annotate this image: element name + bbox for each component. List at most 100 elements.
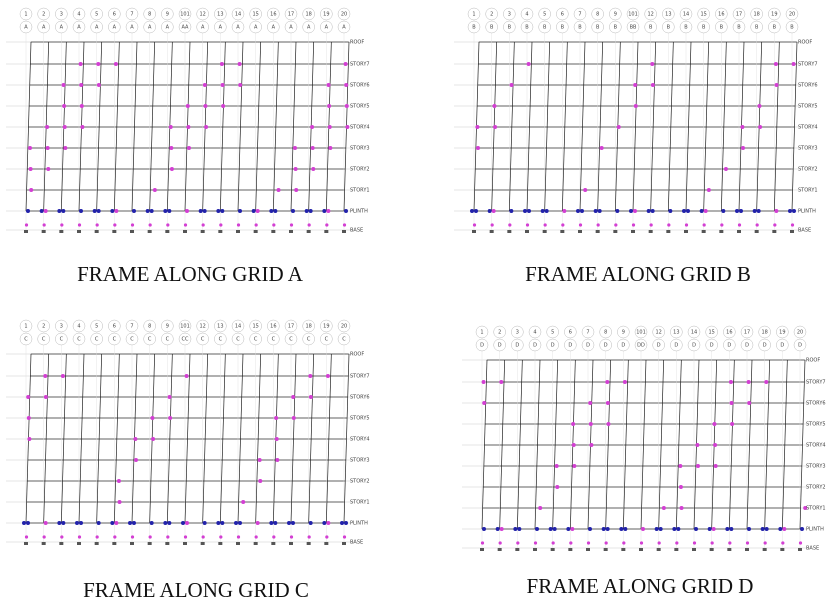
- story-label: STORY6: [798, 83, 818, 89]
- hinge: [131, 223, 134, 226]
- story-label: STORY4: [798, 125, 818, 131]
- hinge: [527, 62, 531, 66]
- hinge: [344, 83, 348, 87]
- hinge: [343, 535, 346, 538]
- hinge: [308, 223, 311, 226]
- hinge: [629, 209, 633, 213]
- support: [42, 230, 46, 233]
- hinge: [79, 209, 83, 213]
- support: [498, 548, 502, 551]
- hinge: [729, 527, 733, 531]
- column: [97, 42, 102, 211]
- hinge: [168, 416, 172, 420]
- grid-label: 15: [708, 330, 714, 336]
- hinge: [292, 416, 296, 420]
- column: [203, 354, 208, 523]
- grid-letter: B: [720, 25, 724, 31]
- hinge: [711, 541, 714, 544]
- column: [553, 360, 558, 529]
- hinge: [693, 541, 696, 544]
- hinge: [496, 527, 500, 531]
- hinge: [114, 62, 118, 66]
- column: [61, 354, 66, 523]
- hinge: [149, 223, 152, 226]
- grid-label: 5: [543, 12, 546, 18]
- grid-letter: B: [684, 25, 688, 31]
- support: [657, 548, 661, 551]
- hinge: [493, 125, 497, 129]
- hinge: [311, 167, 315, 171]
- hinge: [322, 209, 326, 213]
- grid-letter: B: [737, 25, 741, 31]
- hinge: [747, 401, 751, 405]
- support: [666, 230, 670, 233]
- column: [641, 360, 646, 529]
- column: [782, 360, 787, 529]
- hinge: [291, 209, 295, 213]
- grid-label: 9: [166, 324, 169, 330]
- hinge: [238, 521, 242, 525]
- grid-letter: B: [561, 25, 565, 31]
- hinge: [605, 541, 608, 544]
- hinge: [650, 62, 654, 66]
- story-label: STORY4: [806, 443, 826, 449]
- column: [185, 354, 190, 523]
- hinge: [61, 374, 65, 378]
- support: [560, 230, 564, 233]
- hinge: [169, 125, 173, 129]
- hinge: [79, 83, 83, 87]
- grid-label: 9: [622, 330, 625, 336]
- hinge: [219, 535, 222, 538]
- hinge: [773, 223, 776, 226]
- grid-letter: D: [798, 343, 802, 349]
- column: [291, 42, 296, 211]
- column: [774, 42, 779, 211]
- hinge: [602, 527, 606, 531]
- grid-label: 4: [525, 12, 528, 18]
- column: [517, 360, 522, 529]
- support: [780, 548, 784, 551]
- hinge: [499, 380, 503, 384]
- grid-label: 2: [42, 12, 45, 18]
- hinge: [800, 527, 804, 531]
- grid-label: 19: [323, 324, 329, 330]
- column: [651, 42, 656, 211]
- hinge: [113, 535, 116, 538]
- hinge: [712, 527, 716, 531]
- grid-letter: A: [342, 25, 346, 31]
- hinge: [694, 527, 698, 531]
- support: [201, 542, 205, 545]
- grid-letter: C: [24, 337, 28, 343]
- column: [598, 42, 603, 211]
- hinge: [62, 104, 66, 108]
- hinge: [597, 223, 600, 226]
- hinge: [475, 125, 479, 129]
- hinge: [110, 209, 114, 213]
- grid-letter: B: [578, 25, 582, 31]
- support: [59, 230, 63, 233]
- hinge: [527, 209, 531, 213]
- hinge: [508, 223, 511, 226]
- hinge: [549, 527, 553, 531]
- column: [535, 360, 540, 529]
- hinge: [606, 401, 610, 405]
- support: [112, 230, 116, 233]
- grid-letter: C: [130, 337, 134, 343]
- column: [623, 360, 628, 529]
- grid-label: 6: [113, 324, 116, 330]
- column: [132, 42, 137, 211]
- hinge: [623, 380, 627, 384]
- support: [183, 230, 187, 233]
- hinge: [534, 541, 537, 544]
- grid-label: 14: [235, 324, 241, 330]
- hinge: [679, 485, 683, 489]
- story-label: STORY5: [798, 104, 818, 110]
- grid-letter: C: [60, 337, 64, 343]
- grid-label: 1: [24, 12, 27, 18]
- column: [765, 360, 770, 529]
- hinge: [238, 83, 242, 87]
- support: [586, 548, 590, 551]
- hinge: [325, 535, 328, 538]
- hinge: [275, 437, 279, 441]
- grid-letter: A: [219, 25, 223, 31]
